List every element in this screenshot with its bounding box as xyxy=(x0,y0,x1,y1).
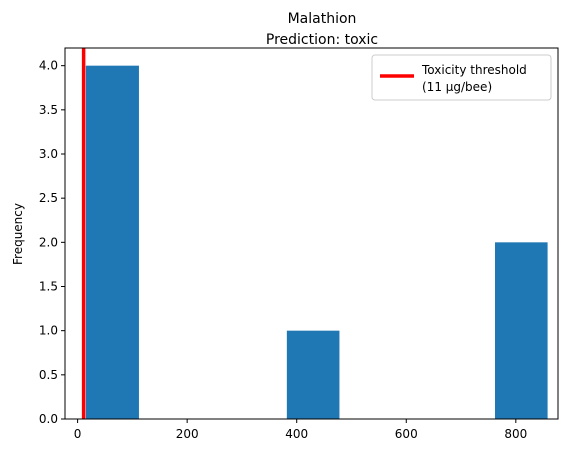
y-tick-label: 3.5 xyxy=(39,103,58,117)
bars-group xyxy=(85,65,548,420)
legend: Toxicity threshold (11 µg/bee) xyxy=(371,54,552,101)
y-tick-label: 4.0 xyxy=(39,59,58,73)
y-tick-label: 3.0 xyxy=(39,147,58,161)
y-tick-label: 1.5 xyxy=(39,280,58,294)
y-tick-label: 2.5 xyxy=(39,191,58,205)
x-axis-ticks: 0 200 400 600 800 xyxy=(74,419,527,441)
y-tick-label: 1.0 xyxy=(39,324,58,338)
x-tick-label: 400 xyxy=(285,427,308,441)
plot-frame xyxy=(64,47,559,420)
histogram-bar-2 xyxy=(286,330,340,419)
histogram-bar-3 xyxy=(495,242,548,419)
y-axis-label: Frequency xyxy=(11,203,25,265)
y-tick-label: 0.0 xyxy=(39,412,58,426)
histogram-bar-1 xyxy=(85,65,139,420)
x-tick-label: 800 xyxy=(504,427,527,441)
y-tick-label: 0.5 xyxy=(39,368,58,382)
y-axis-ticks: 0.0 0.5 1.0 1.5 2.0 2.5 3.0 3.5 4.0 xyxy=(39,59,65,426)
chart-subtitle: Prediction: toxic xyxy=(266,32,378,48)
y-tick-label: 2.0 xyxy=(39,235,58,249)
x-tick-label: 600 xyxy=(395,427,418,441)
legend-label-line2: (11 µg/bee) xyxy=(422,80,492,94)
x-tick-label: 0 xyxy=(74,427,82,441)
legend-box xyxy=(371,54,552,101)
x-tick-label: 200 xyxy=(176,427,199,441)
chart-title: Malathion xyxy=(288,11,357,27)
legend-label-line1: Toxicity threshold xyxy=(421,63,527,77)
